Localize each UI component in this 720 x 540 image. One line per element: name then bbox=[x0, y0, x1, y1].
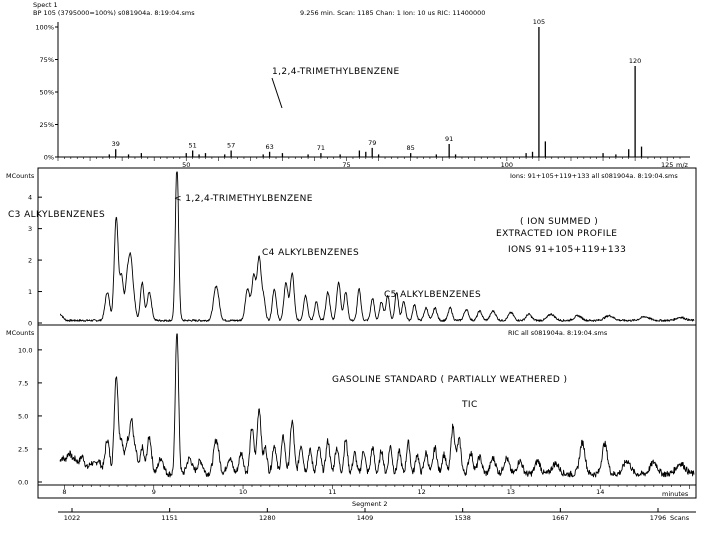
spectrum-peak-labels: 39 51 57 63 71 79 85 91 105 120 bbox=[112, 18, 642, 152]
spectrum-x-tick-label: 50 bbox=[182, 161, 190, 169]
label-extracted-ion-profile: EXTRACTED ION PROFILE bbox=[496, 229, 617, 239]
ion-profile-ylabel: MCounts bbox=[6, 172, 35, 180]
scan-tick-label: 1280 bbox=[259, 514, 276, 522]
ion-profile-y-tick-label: 0 bbox=[28, 320, 32, 328]
tic-x-tick-label: 11 bbox=[328, 488, 336, 496]
tic-y-ticks: 0.0 2.5 5.0 7.5 10.0 bbox=[18, 346, 42, 487]
spectrum-x-tick-label: 75 bbox=[342, 161, 350, 169]
tic-x-ticks: 8 9 10 11 12 13 14 bbox=[38, 484, 696, 496]
segment-label: Segment 2 bbox=[352, 500, 387, 508]
label-trimethylbenzene: < 1,2,4-TRIMETHYLBENZENE bbox=[174, 194, 313, 204]
spectrum-x-tick-label: 100 bbox=[501, 161, 513, 169]
spectrum-peak-label: 71 bbox=[317, 144, 325, 152]
tic-ylabel: MCounts bbox=[6, 329, 35, 337]
spectrum-y-tick-label: 75% bbox=[40, 56, 54, 64]
tic-x-tick-label: 8 bbox=[62, 488, 66, 496]
spectrum-peak-label: 51 bbox=[189, 142, 197, 150]
label-c4-alkylbenzenes: C4 ALKYLBENZENES bbox=[262, 248, 359, 258]
spectrum-header-mid: 9.256 min. Scan: 1185 Chan: 1 Ion: 10 us… bbox=[300, 9, 485, 17]
spectrum-peak-label: 85 bbox=[407, 144, 415, 152]
spectrum-header-left: Spect 1 bbox=[33, 1, 58, 9]
ion-profile-y-tick-label: 1 bbox=[28, 288, 32, 296]
tic-x-tick-label: 13 bbox=[507, 488, 515, 496]
scan-tick-label: 1022 bbox=[64, 514, 81, 522]
spectrum-bars bbox=[108, 27, 643, 157]
scan-tick-label: 1796 bbox=[650, 514, 667, 522]
spectrum-y-tick-label: 25% bbox=[40, 121, 54, 129]
ion-profile-y-ticks: 0 1 2 3 4 bbox=[28, 194, 42, 328]
spectrum-header-line: BP 105 (3795000=100%) s081904a. 8:19:04.… bbox=[33, 9, 195, 17]
label-ions: IONS 91+105+119+133 bbox=[508, 245, 626, 255]
spectrum-unit: m/z bbox=[676, 161, 689, 169]
tic-header: RIC all s081904a. 8:19:04.sms bbox=[508, 329, 608, 337]
ion-profile-trace bbox=[60, 171, 695, 322]
tic-x-tick-label: 14 bbox=[596, 488, 604, 496]
scan-ticks: 1022 1151 1280 1409 1538 1667 1796 bbox=[64, 508, 667, 522]
tic-y-tick-label: 5.0 bbox=[18, 412, 28, 420]
spectrum-y-tick-label: 100% bbox=[35, 24, 54, 32]
spectrum-x-tick-label: 125 bbox=[661, 161, 673, 169]
ion-profile-y-tick-label: 4 bbox=[28, 194, 32, 202]
label-c3-alkylbenzenes: C3 ALKYLBENZENES bbox=[8, 210, 105, 220]
scan-tick-label: 1151 bbox=[161, 514, 178, 522]
spectrum-y-ticks: 0% 25% 50% 75% 100% bbox=[35, 24, 58, 162]
tic-line bbox=[59, 333, 695, 478]
spectrum-peak-label: 91 bbox=[445, 135, 453, 143]
tic-panel: MCounts RIC all s081904a. 8:19:04.sms 0.… bbox=[6, 329, 696, 522]
spectrum-peak-label: 120 bbox=[629, 57, 641, 65]
label-c5-alkylbenzenes: C5 ALKYLBENZENES bbox=[384, 290, 481, 300]
label-tic: TIC bbox=[461, 400, 478, 410]
ion-profile-header: Ions: 91+105+119+133 all s081904a. 8:19:… bbox=[510, 172, 678, 180]
scan-tick-label: 1409 bbox=[357, 514, 374, 522]
spectrum-peak-label: 57 bbox=[227, 142, 235, 150]
chromatogram-frame bbox=[37, 167, 697, 499]
spectrum-peak-label: 39 bbox=[112, 140, 120, 148]
spectrum-annotation: 1,2,4-TRIMETHYLBENZENE bbox=[272, 67, 400, 77]
spectrum-annotation-arrow bbox=[271, 77, 283, 109]
tic-y-tick-label: 7.5 bbox=[18, 379, 28, 387]
tic-y-tick-label: 2.5 bbox=[18, 445, 28, 453]
tic-x-tick-label: 9 bbox=[152, 488, 156, 496]
ion-profile-y-tick-label: 3 bbox=[28, 225, 32, 233]
spectrum-y-tick-label: 50% bbox=[40, 89, 54, 97]
scan-label: Scans bbox=[670, 514, 690, 522]
ion-profile-y-tick-label: 2 bbox=[28, 257, 32, 265]
spectrum-panel: Spect 1 BP 105 (3795000=100%) s081904a. … bbox=[33, 1, 690, 169]
spectrum-peak-label: 79 bbox=[368, 139, 376, 147]
ion-profile-line bbox=[60, 171, 695, 322]
tic-trace bbox=[59, 333, 695, 478]
spectrum-y-tick-label: 0% bbox=[44, 154, 54, 162]
label-gasoline-standard: GASOLINE STANDARD ( PARTIALLY WEATHERED … bbox=[332, 375, 567, 385]
spectrum-x-ticks: 50 75 100 125 bbox=[57, 157, 681, 169]
tic-x-tick-label: 12 bbox=[418, 488, 426, 496]
tic-y-tick-label: 0.0 bbox=[18, 479, 28, 487]
scan-tick-label: 1538 bbox=[454, 514, 471, 522]
label-ion-summed: ( ION SUMMED ) bbox=[520, 217, 598, 227]
ion-profile-panel: MCounts Ions: 91+105+119+133 all s081904… bbox=[6, 171, 695, 328]
spectrum-peak-label: 63 bbox=[265, 143, 273, 151]
tic-x-tick-label: 10 bbox=[239, 488, 247, 496]
spectrum-peak-label: 105 bbox=[533, 18, 545, 26]
scan-tick-label: 1667 bbox=[552, 514, 569, 522]
tic-xlabel: minutes bbox=[662, 490, 689, 498]
tic-y-tick-label: 10.0 bbox=[18, 346, 32, 354]
